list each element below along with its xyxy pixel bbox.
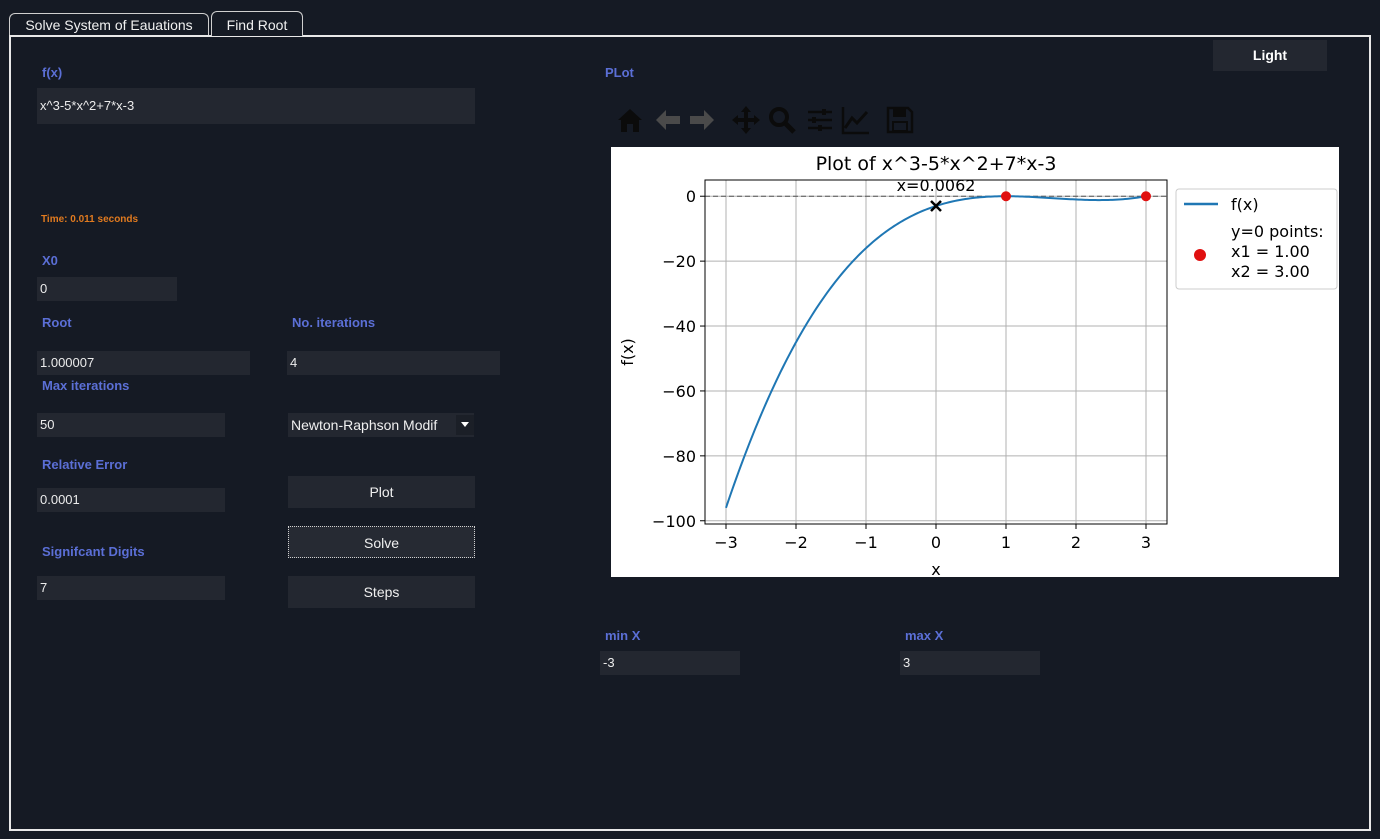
legend-entry-fx: f(x): [1231, 195, 1259, 214]
x0-label: X0: [42, 253, 58, 268]
x-tick-label: −2: [784, 533, 808, 552]
save-icon[interactable]: [884, 104, 916, 136]
legend-box: [1175, 188, 1338, 290]
root-output[interactable]: [37, 351, 250, 375]
relative-error-input[interactable]: [37, 488, 225, 512]
max-iterations-input[interactable]: [37, 413, 225, 437]
significant-digits-label: Signifcant Digits: [42, 544, 145, 559]
axis-ticks: −3 −2 −1 0 1 2 3 0 −20 −40 −60 −80 −100: [652, 187, 1151, 552]
function-chart: x=0.0062 −3 −2 −1 0 1 2 3 0 −20 −40 −60 −80 −100 Plo…: [618, 153, 1338, 579]
steps-button[interactable]: Steps: [288, 576, 475, 608]
chart-title: Plot of x^3-5*x^2+7*x-3: [816, 153, 1057, 175]
home-icon[interactable]: [614, 104, 646, 136]
y-tick-label: −100: [652, 512, 696, 531]
legend-dot-swatch: [1194, 249, 1206, 261]
chart-legend: f(x) y=0 points: x1 = 1.00 x2 = 3.00: [1175, 188, 1338, 290]
marker-label: x=0.0062: [897, 176, 976, 195]
method-select-value: Newton-Raphson Modif: [291, 417, 438, 433]
root-label: Root: [42, 315, 72, 330]
min-x-input[interactable]: [600, 651, 740, 675]
pan-icon[interactable]: [730, 104, 762, 136]
significant-digits-input[interactable]: [37, 576, 225, 600]
fx-input[interactable]: [37, 88, 475, 124]
y-tick-label: −20: [662, 252, 696, 271]
x0-input[interactable]: [37, 277, 177, 301]
y-tick-label: 0: [686, 187, 696, 206]
plot-section-label: PLot: [605, 65, 634, 80]
max-x-label: max X: [905, 628, 944, 643]
x-tick-label: 3: [1141, 533, 1151, 552]
relative-error-label: Relative Error: [42, 457, 128, 472]
forward-arrow-icon[interactable]: [686, 104, 718, 136]
max-iterations-label: Max iterations: [42, 378, 130, 393]
method-select[interactable]: Newton-Raphson Modif: [288, 413, 474, 437]
iterations-output[interactable]: [287, 351, 500, 375]
root-markers: [1001, 191, 1151, 202]
x-tick-label: 1: [1001, 533, 1011, 552]
back-arrow-icon[interactable]: [652, 104, 684, 136]
grid-lines: [705, 180, 1167, 524]
solve-button[interactable]: Solve: [288, 526, 475, 558]
plot-canvas: x=0.0062 −3 −2 −1 0 1 2 3 0 −20 −40 −60 −80 −100 Plo…: [611, 147, 1339, 579]
min-x-label: min X: [605, 628, 641, 643]
time-text: Time: 0.011 seconds: [41, 214, 139, 225]
root-point: [1141, 191, 1151, 202]
iterations-label: No. iterations: [292, 315, 376, 330]
y-tick-label: −60: [662, 382, 696, 401]
x-tick-label: 2: [1071, 533, 1081, 552]
legend-entry-x1: x1 = 1.00: [1231, 242, 1310, 261]
max-x-input[interactable]: [900, 651, 1040, 675]
legend-entry-points: y=0 points:: [1231, 222, 1324, 241]
y-tick-label: −80: [662, 447, 696, 466]
tab-find-root[interactable]: Find Root: [211, 11, 303, 36]
chevron-down-icon[interactable]: [456, 415, 474, 435]
fx-label: f(x): [42, 65, 63, 80]
y-axis-label: f(x): [618, 338, 637, 366]
x-tick-label: 0: [931, 533, 941, 552]
edit-axes-icon[interactable]: [840, 104, 872, 136]
plot-button[interactable]: Plot: [288, 476, 475, 508]
zoom-icon[interactable]: [766, 104, 798, 136]
theme-toggle-button[interactable]: Light: [1213, 40, 1327, 71]
legend-entry-x2: x2 = 3.00: [1231, 262, 1310, 281]
x-axis-label: x: [931, 560, 940, 577]
marker-x-symbol: [930, 200, 942, 212]
y-tick-label: −40: [662, 317, 696, 336]
root-point: [1001, 191, 1011, 202]
tab-bar: Solve System of Eauations Find Root: [0, 0, 1380, 36]
configure-subplots-icon[interactable]: [804, 104, 836, 136]
x-tick-label: −3: [714, 533, 738, 552]
x-tick-label: −1: [854, 533, 878, 552]
tab-solve-system[interactable]: Solve System of Eauations: [9, 13, 209, 35]
iteration-marker: x=0.0062: [897, 176, 976, 212]
